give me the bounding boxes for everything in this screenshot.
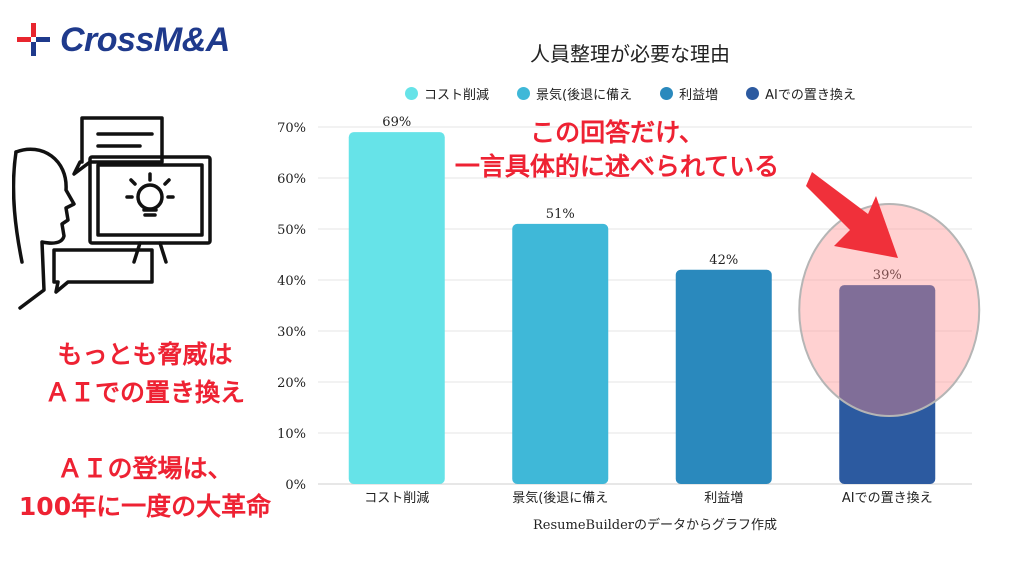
y-tick-label: 60% [277, 172, 306, 187]
highlight-circle [798, 203, 981, 417]
legend-dot [405, 87, 418, 100]
x-tick-label: 景気(後退に備え [512, 490, 608, 506]
bar-value-label: 39% [873, 268, 902, 283]
legend-item-economy: 景気(後退に備え [517, 84, 632, 103]
bar-value-label: 51% [546, 207, 575, 222]
bar [675, 269, 772, 484]
bar [512, 223, 609, 484]
brand-name: CrossM&A [60, 20, 230, 59]
bar [839, 285, 936, 484]
legend-label: AIでの置き換え [765, 88, 856, 103]
y-tick-label: 70% [277, 121, 306, 136]
legend-label: コスト削減 [424, 88, 490, 103]
person-with-idea-screen-icon [11, 112, 222, 326]
x-tick-label: コスト削減 [364, 490, 429, 506]
y-tick-label: 20% [277, 376, 306, 391]
y-tick-label: 30% [277, 325, 306, 340]
legend-dot [660, 87, 674, 100]
y-tick-label: 0% [285, 478, 306, 493]
bar-value-label: 42% [709, 253, 738, 268]
chart-legend: コスト削減 景気(後退に備え 利益増 AIでの置き換え [405, 84, 856, 103]
revolution-statement: ＡＩの登場は、 100年に一度の大革命 [12, 450, 278, 526]
x-tick-label: AIでの置き換え [842, 491, 933, 506]
threat-line-2: ＡＩでの置き換え [44, 378, 245, 407]
threat-statement: もっとも脅威は ＡＩでの置き換え [20, 336, 270, 412]
y-tick-label: 50% [277, 223, 306, 238]
legend-dot [746, 87, 760, 100]
source-note: ResumeBuilderのデータからグラフ作成 [532, 518, 778, 533]
bar-value-label: 69% [382, 115, 411, 130]
legend-label: 利益増 [679, 88, 719, 103]
legend-dot [517, 87, 531, 100]
y-tick-label: 40% [277, 274, 306, 289]
revolution-line-2: 100年に一度の大革命 [18, 492, 272, 521]
x-tick-label: 利益増 [704, 491, 743, 506]
threat-line-1: もっとも脅威は [57, 340, 233, 369]
y-tick-label: 10% [277, 427, 306, 442]
legend-item-ai: AIでの置き換え [746, 84, 856, 103]
annotation-line-2: 一言具体的に述べられている [454, 152, 780, 181]
bar [348, 132, 445, 484]
brand-logo: CrossM&A [14, 18, 230, 62]
cross-logo-icon [14, 20, 54, 60]
revolution-line-1: ＡＩの登場は、 [57, 454, 233, 483]
legend-item-profit: 利益増 [660, 84, 718, 103]
legend-label: 景気(後退に備え [536, 88, 633, 103]
chart-title: 人員整理が必要な理由 [530, 42, 730, 66]
arrow-icon [806, 172, 898, 258]
annotation-callout: この回答だけ、 一言具体的に述べられている [452, 116, 782, 184]
annotation-line-1: この回答だけ、 [530, 118, 704, 147]
legend-item-cost: コスト削減 [405, 84, 489, 103]
